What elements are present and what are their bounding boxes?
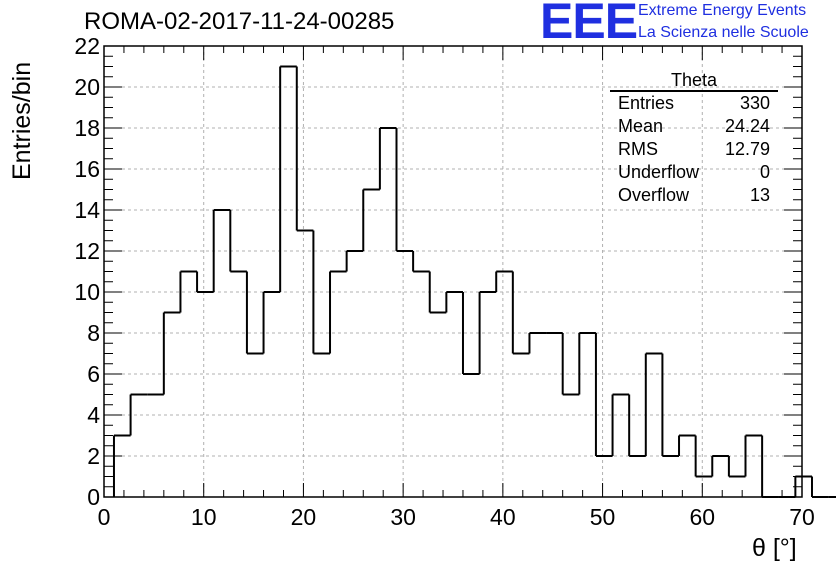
histogram-bin [578,332,596,395]
y-axis-label: Entries/bin [8,61,36,180]
stats-label: Mean [618,116,664,136]
histogram-bin [810,476,829,498]
y-tick-label: 18 [74,115,100,141]
histogram-bin [594,333,613,457]
histogram-bin [196,271,214,293]
axis-ticks [103,45,803,498]
stats-value: 0 [759,162,770,182]
stats-row: Mean 24.24 [610,115,778,138]
chart-title: ROMA-02-2017-11-24-00285 [84,8,395,35]
histogram-bin [511,271,530,355]
stats-row: Overflow 13 [610,184,778,207]
stats-value: 24.24 [724,116,770,136]
histogram-bin [461,292,480,375]
histogram-bin [727,456,746,478]
x-tick-label: 40 [490,504,516,530]
histogram-bin [412,251,430,273]
logo-line-2: La Scienza nelle Scuole [638,24,809,41]
x-tick-label: 20 [291,504,317,530]
y-tick-label: 0 [87,484,100,510]
histogram-bin [345,250,364,272]
plot-frame [103,45,803,498]
y-tick-label: 4 [87,402,100,428]
y-tick-label: 16 [74,156,100,182]
x-tick-label: 10 [191,504,217,530]
eee-logo: EEE [540,0,638,49]
stats-value: 12.79 [724,139,770,159]
x-axis-label: θ [°] [752,534,797,562]
stats-row: Entries 330 [610,92,778,115]
histogram-bin [528,332,547,354]
y-tick-label: 22 [74,33,100,59]
x-tick-label: 70 [789,504,815,530]
y-tick-label: 12 [74,238,100,264]
histogram-bin [478,291,497,374]
histogram-bin [112,434,131,497]
stats-row: Underflow 0 [610,161,778,184]
y-tick-label: 8 [87,320,100,346]
y-tick-label: 10 [74,279,100,305]
histogram-bin [661,353,680,457]
y-tick-label: 6 [87,361,100,387]
histogram-bin [395,128,414,252]
stats-row: RMS 12.79 [610,138,778,161]
histogram-bin [445,291,463,313]
histogram-bin [561,333,580,396]
histogram-bin [262,291,281,354]
histogram-bin [162,311,181,395]
x-tick-label: 50 [590,504,616,530]
histogram-bin [312,230,331,355]
histogram-bin [628,394,646,457]
histogram-bin [644,352,663,456]
stats-value: 13 [749,185,770,205]
histogram-bin [245,271,264,355]
histogram-bin [362,188,380,251]
histogram-bin [495,270,513,292]
y-tick-label: 14 [74,197,100,223]
histogram-bin [212,209,231,292]
stats-box: Theta Entries 330 Mean 24.24 RMS 12.79 Unde… [610,70,778,207]
histogram-bin [678,434,696,456]
stats-label: Entries [618,93,675,113]
histogram-bin [694,435,713,478]
histogram-bin [761,435,779,498]
histogram-bin [295,66,314,232]
stats-label: Overflow [618,185,690,205]
histogram-bin [329,270,347,354]
histogram-bin [744,434,763,477]
histogram-bin [428,271,447,314]
tick-labels: 0 10 20 30 40 50 60 70 0 2 4 6 8 10 12 14 16 18 20 22 [74,33,814,530]
histogram-bin [279,65,297,292]
x-tick-label: 30 [390,504,416,530]
stats-value: 330 [739,93,770,113]
x-tick-label: 0 [98,504,111,530]
histogram-bin [711,455,729,477]
stats-title: Theta [610,70,778,92]
stats-label: RMS [618,139,658,159]
histogram-bin [611,393,630,456]
histogram-bin [229,210,247,273]
y-tick-label: 2 [87,443,100,469]
y-tick-label: 20 [74,74,100,100]
stats-label: Underflow [618,162,700,182]
histogram-bin [179,270,198,313]
histogram-bars [112,65,836,498]
logo-line-1: Extreme Energy Events [638,2,807,19]
histogram-bin [378,127,397,190]
histogram-bin [794,475,812,497]
x-tick-label: 60 [689,504,715,530]
histogram-bin [129,393,148,436]
